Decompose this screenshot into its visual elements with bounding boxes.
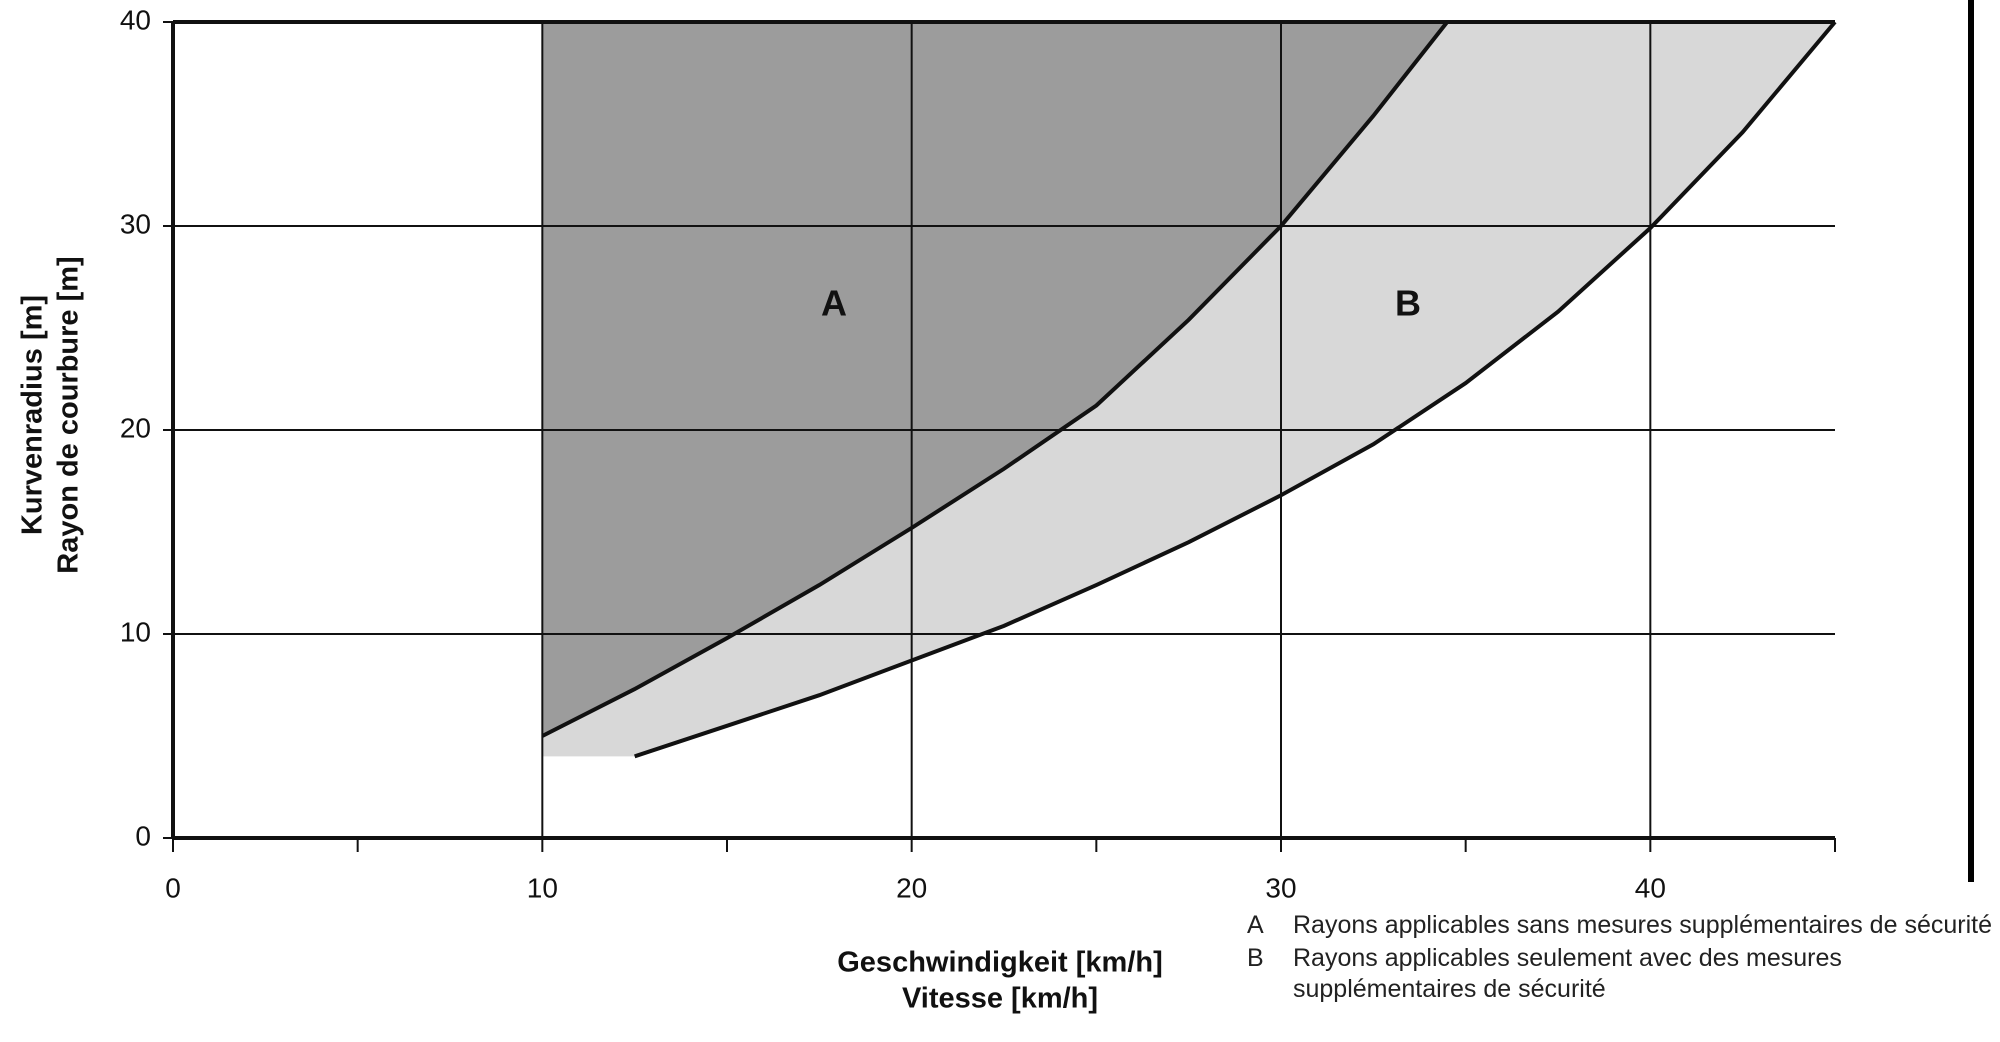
legend-item: A Rayons applicables sans mesures supplém…	[1247, 910, 1997, 941]
legend-item: B Rayons applicables seulement avec des m…	[1247, 943, 1997, 1005]
y-tick-label: 10	[120, 616, 151, 647]
side-bar	[1968, 0, 1974, 882]
curve	[541, 20, 1449, 738]
x-tick-label: 10	[527, 872, 558, 903]
region-label: B	[1395, 283, 1421, 324]
region-label: A	[821, 283, 847, 324]
x-axis-title: Geschwindigkeit [km/h]	[837, 947, 1163, 979]
y-tick-label: 0	[135, 820, 151, 851]
x-tick-label: 40	[1635, 872, 1666, 903]
x-tick-label: 0	[165, 872, 181, 903]
region-fill	[542, 22, 1836, 757]
legend-key: A	[1247, 911, 1264, 939]
curve	[634, 20, 1837, 759]
x-axis-title: Vitesse [km/h]	[902, 983, 1098, 1015]
x-tick-label: 30	[1265, 872, 1296, 903]
y-axis-title: Kurvenradius [m]	[17, 295, 49, 535]
legend-text: Rayons applicables sans mesures suppléme…	[1293, 911, 1992, 939]
y-axis-title: Rayon de courbure [m]	[53, 256, 85, 573]
legend: A Rayons applicables sans mesures supplém…	[1247, 910, 1997, 1007]
region-fill	[542, 22, 1448, 736]
y-tick-label: 30	[120, 208, 151, 239]
y-tick-label: 20	[120, 412, 151, 443]
legend-key: B	[1247, 944, 1264, 972]
legend-text: Rayons applicables seulement avec des me…	[1293, 944, 1842, 1003]
y-tick-label: 40	[120, 4, 151, 35]
x-tick-label: 20	[896, 872, 927, 903]
